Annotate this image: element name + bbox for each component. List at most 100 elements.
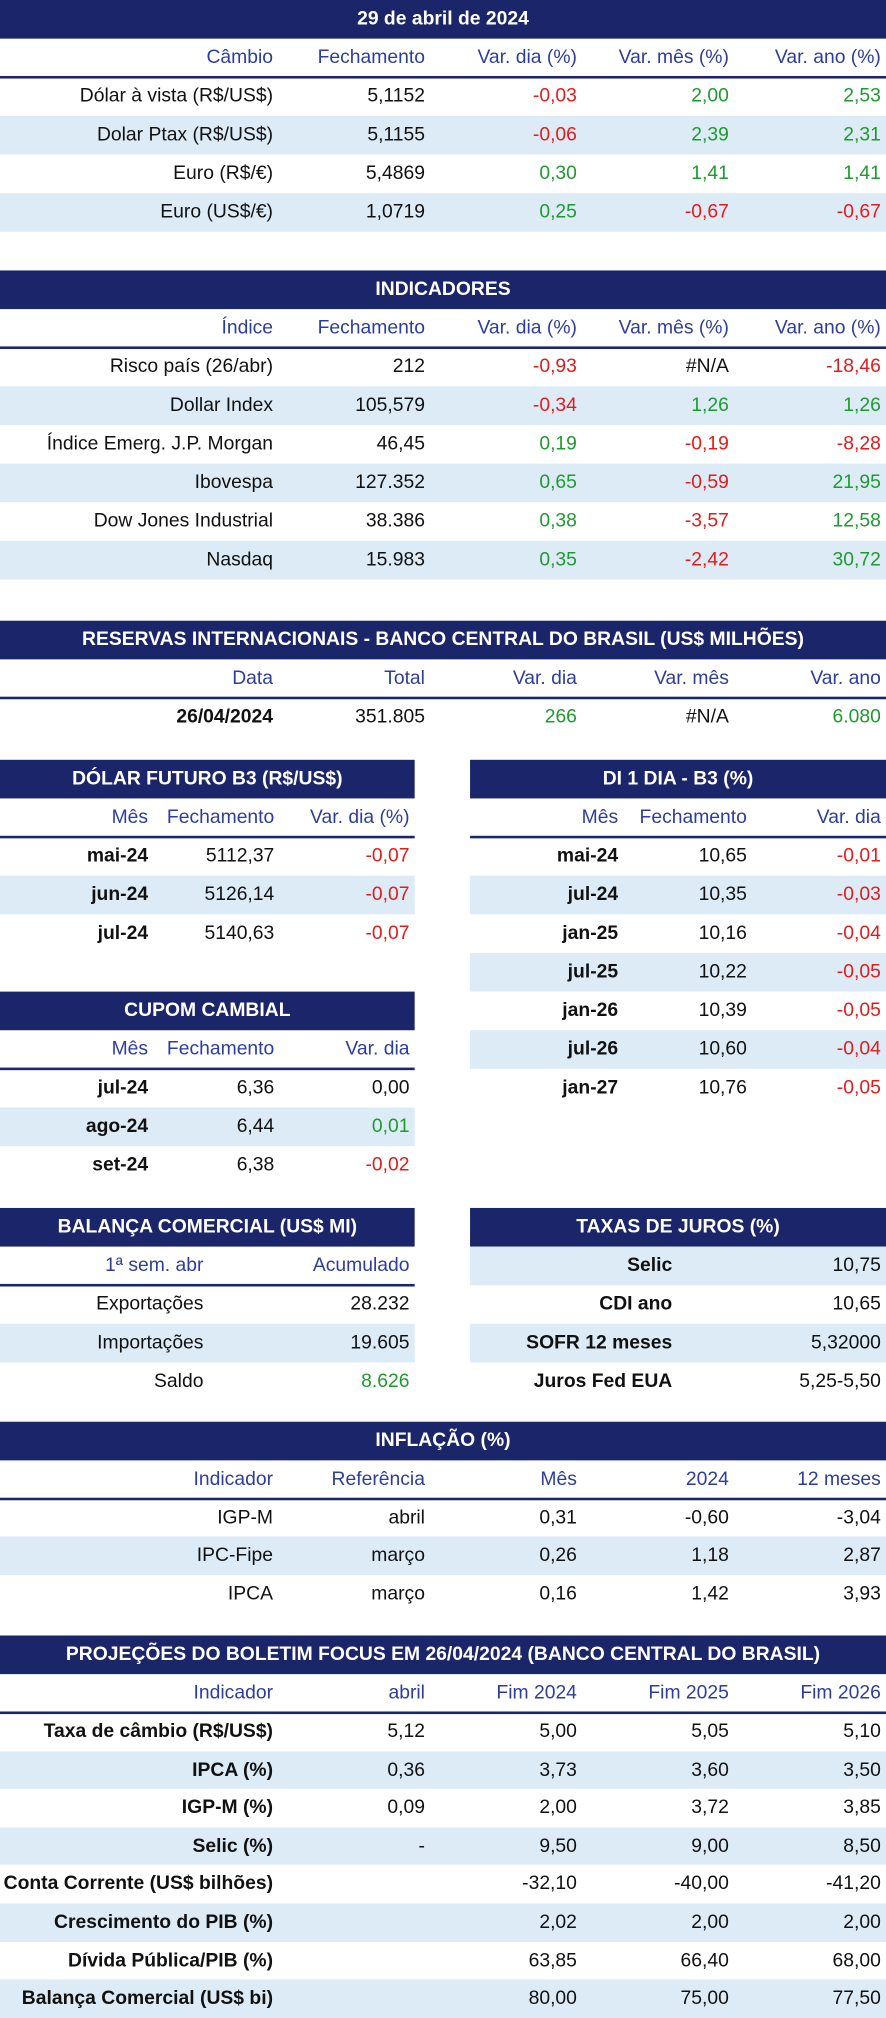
cell-value: abril: [388, 1506, 425, 1529]
row-label: Exportações: [96, 1292, 204, 1315]
row-label: mai-24: [556, 844, 619, 867]
cell-value: 0,30: [539, 162, 577, 185]
cell-value: 351.805: [355, 705, 425, 728]
column-header: Var. dia: [345, 1037, 410, 1060]
column-header: Fechamento: [317, 46, 425, 69]
table-row: CDI ano 10,65: [470, 1285, 886, 1324]
cell-value: 0,38: [539, 509, 577, 532]
header-rule: [0, 1067, 415, 1071]
cell-value: 1,18: [691, 1544, 729, 1567]
table-row: IPC-Fipe março 0,26 1,18 2,87: [0, 1536, 886, 1575]
cell-value: 5126,14: [204, 883, 275, 906]
table-row: Risco país (26/abr) 212 -0,93 #N/A -18,46: [0, 348, 886, 387]
column-header: Var. dia (%): [310, 806, 410, 829]
cell-value: 30,72: [832, 548, 881, 571]
cell-value: 3,50: [843, 1758, 881, 1781]
cell-value: 0,35: [539, 548, 577, 571]
column-header-row: 1ª sem. abr Acumulado: [0, 1247, 415, 1286]
row-label: Taxa de câmbio (R$/US$): [43, 1720, 274, 1743]
cell-value: -0,59: [684, 471, 729, 494]
row-label: Dólar à vista (R$/US$): [79, 84, 274, 107]
cell-value: 15.983: [365, 548, 425, 571]
table-row: IPCA março 0,16 1,42 3,93: [0, 1575, 886, 1613]
cell-value: 10,16: [698, 922, 747, 944]
cell-value: 0,26: [539, 1544, 577, 1567]
cell-value: 0,25: [539, 200, 577, 223]
row-label: IPCA: [227, 1582, 274, 1605]
cell-value: -0,05: [836, 1076, 881, 1099]
cell-value: -0,34: [532, 394, 577, 416]
row-label: Índice Emerg. J.P. Morgan: [46, 432, 274, 455]
cell-value: 1,26: [691, 394, 729, 416]
cell-value: 10,22: [698, 960, 747, 983]
cell-value: 6.080: [832, 705, 881, 728]
cell-value: março: [371, 1544, 425, 1567]
column-header: 12 meses: [797, 1468, 881, 1490]
column-header: Var. ano: [810, 667, 881, 689]
section-title: 29 de abril de 2024: [0, 0, 886, 39]
cell-value: 1,0719: [365, 200, 425, 223]
table-row: mai-24 10,65 -0,01: [470, 837, 886, 876]
cell-value: -0,67: [684, 200, 729, 223]
column-header: Var. dia: [512, 667, 577, 689]
column-header: Data: [232, 667, 274, 689]
table-row: Nasdaq 15.983 0,35 -2,42 30,72: [0, 540, 886, 580]
table-row: mai-24 5112,37 -0,07: [0, 837, 415, 876]
cell-value: 2,00: [691, 1911, 729, 1933]
cell-value: 212: [392, 355, 425, 378]
table-row: 26/04/2024 351.805 266 #N/A 6.080: [0, 698, 886, 737]
row-label: Importações: [97, 1331, 204, 1354]
cell-value: -40,00: [674, 1872, 729, 1895]
cell-value: 77,50: [832, 1987, 881, 2010]
cell-value: 2,31: [843, 123, 881, 146]
column-header: Var. dia (%): [477, 46, 577, 69]
row-label: mai-24: [86, 844, 149, 867]
cell-value: 6,38: [236, 1153, 275, 1176]
column-header: Mês: [540, 1468, 577, 1490]
cell-value: -0,01: [836, 844, 881, 867]
column-header: 2024: [685, 1468, 729, 1490]
column-header-row: Mês Fechamento Var. dia: [0, 1030, 415, 1069]
section-title: DI 1 DIA - B3 (%): [470, 759, 886, 799]
column-header: Câmbio: [206, 46, 274, 69]
column-header: Índice: [221, 316, 274, 339]
cell-value: 0,19: [539, 432, 577, 455]
cell-value: 3,93: [843, 1582, 881, 1605]
cell-value: 8.626: [361, 1370, 410, 1393]
column-header: Var. mês (%): [618, 46, 729, 69]
cell-value: 5,1152: [367, 84, 425, 107]
table-row: Euro (US$/€) 1,0719 0,25 -0,67 -0,67: [0, 193, 886, 232]
cell-value: 8,50: [843, 1834, 881, 1857]
table-row: Juros Fed EUA 5,25-5,50: [470, 1362, 886, 1401]
row-label: IGP-M (%): [181, 1796, 274, 1819]
row-label: Dolar Ptax (R$/US$): [96, 123, 274, 146]
row-label: jul-24: [97, 922, 149, 944]
table-row: IGP-M (%) 0,09 2,00 3,72 3,85: [0, 1789, 886, 1827]
section-title: DÓLAR FUTURO B3 (R$/US$): [0, 759, 415, 799]
cell-value: 1,41: [691, 162, 729, 185]
row-label: Dollar Index: [169, 394, 274, 416]
row-label: Dow Jones Industrial: [93, 509, 274, 532]
column-header: Fechamento: [166, 806, 275, 829]
cell-value: -0,03: [836, 883, 881, 906]
table-row: set-24 6,38 -0,02: [0, 1146, 415, 1185]
cell-value: 80,00: [528, 1987, 577, 2010]
row-label: jan-25: [562, 922, 619, 944]
table-row: jun-24 5126,14 -0,07: [0, 875, 415, 915]
cell-value: -2,42: [684, 548, 729, 571]
column-header: Var. mês: [654, 667, 729, 689]
cell-value: 5,00: [539, 1720, 577, 1743]
table-row: jan-26 10,39 -0,05: [470, 992, 886, 1031]
cell-value: 38.386: [365, 509, 425, 532]
table-row: Saldo 8.626: [0, 1362, 415, 1401]
cell-value: -32,10: [522, 1872, 577, 1895]
row-label: ago-24: [85, 1115, 149, 1138]
column-header: Total: [384, 667, 425, 689]
table-row: Dolar Ptax (R$/US$) 5,1155 -0,06 2,39 2,31: [0, 115, 886, 155]
cell-value: -0,04: [836, 1037, 881, 1060]
column-header-row: Mês Fechamento Var. dia (%): [0, 798, 415, 837]
cell-value: 5,05: [691, 1720, 729, 1743]
cell-value: 5,10: [843, 1720, 881, 1743]
column-header: Var. mês (%): [618, 316, 729, 339]
cell-value: 10,76: [698, 1076, 747, 1099]
